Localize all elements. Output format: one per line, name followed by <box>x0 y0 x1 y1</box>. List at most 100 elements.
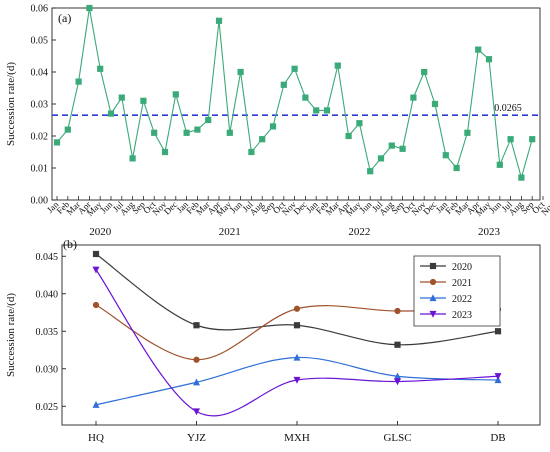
panel-a-data-point <box>64 126 71 133</box>
legend-swatch-marker <box>429 262 437 270</box>
panel-b-data-point <box>193 356 200 363</box>
panel-a-year-label: 2021 <box>219 226 241 238</box>
legend-label: 2023 <box>452 310 472 321</box>
panel-b-y-tick-label: 0.045 <box>36 252 59 263</box>
panel-a-data-point <box>237 68 244 76</box>
panel-a-data-point <box>194 126 201 133</box>
panel-a-data-point <box>151 129 158 136</box>
panel-a-y-tick-label: 0.03 <box>31 100 49 111</box>
legend-swatch-marker <box>429 294 437 302</box>
panel-b-y-tick-label: 0.025 <box>36 402 59 413</box>
panel-b-frame <box>61 244 541 426</box>
panel-a-series <box>53 4 536 181</box>
panel-a-data-point <box>161 148 169 156</box>
panel-b-data-point <box>293 322 301 329</box>
panel-a-data-point <box>313 107 320 114</box>
panel-b-x-tick-label: YJZ <box>187 432 206 444</box>
panel-a-y-tick-label: 0.04 <box>31 68 49 79</box>
panel-a-reference-label: 0.0265 <box>494 103 522 114</box>
panel-b-x-tick-label: HQ <box>88 432 104 444</box>
panel-a-data-point <box>259 136 266 143</box>
panel-a-data-point <box>269 123 277 130</box>
panel-a-data-point <box>75 78 82 85</box>
panel-b-x-tick-label: DB <box>490 432 505 444</box>
panel-a-data-point <box>410 94 417 101</box>
panel-a-data-point <box>248 148 255 156</box>
legend-label: 2022 <box>452 294 472 305</box>
panel-b-data-point <box>293 376 301 384</box>
panel-a-data-point <box>118 94 125 101</box>
panel-a-y-tick-label: 0.00 <box>31 196 49 207</box>
panel-b-y-tick-label: 0.035 <box>36 327 59 338</box>
panel-a-data-point <box>518 174 525 181</box>
panel-a-year-label: 2020 <box>89 226 112 238</box>
panel-a-label: (a) <box>58 11 71 25</box>
panel-b-data-point <box>92 401 100 408</box>
panel-b-data-point <box>394 341 401 348</box>
panel-b-x-tick-label: MXH <box>284 432 310 444</box>
panel-b-data-point <box>494 373 502 380</box>
panel-a-data-point <box>302 94 309 101</box>
panel-b-data-point <box>92 301 100 309</box>
panel-b-x-tick-label: GLSC <box>383 432 411 444</box>
panel-a-year-labels: 2020 2021 2022 2023 <box>89 226 500 238</box>
legend-swatch-marker <box>429 310 437 318</box>
panel-a-data-point <box>129 155 136 162</box>
panel-a-data-point <box>334 62 341 69</box>
panel-a-year-label: 2022 <box>348 226 370 238</box>
panel-a-data-point <box>377 155 385 162</box>
panel-b-data-point <box>394 307 401 315</box>
panel-a-data-point <box>453 164 460 172</box>
panel-a-y-tick-label: 0.05 <box>31 36 49 47</box>
legend-label: 2021 <box>452 278 472 289</box>
panel-a-data-point <box>140 97 147 104</box>
panel-b-label: (b) <box>63 237 77 251</box>
panel-b-x-ticks: HQ YJZ MXH GLSC DB <box>88 421 506 444</box>
panel-a-data-point <box>367 168 374 175</box>
panel-b-y-tick-label: 0.030 <box>36 364 59 375</box>
panel-b-data-point <box>293 305 301 312</box>
panel-a-data-point <box>323 107 331 114</box>
panel-a-frame <box>51 7 541 201</box>
panel-a-data-point <box>280 81 287 88</box>
panel-b-data-point <box>394 372 401 380</box>
panel-a-data-point <box>399 145 406 152</box>
panel-a-data-point <box>356 120 363 127</box>
panel-b: (b) Succession rate/(d) 0.025 0.030 0.035 0… <box>5 237 541 444</box>
panel-a-data-point <box>97 65 104 72</box>
panel-a-data-point <box>529 136 536 143</box>
panel-b-data-point <box>193 322 200 329</box>
panel-a-data-point <box>388 142 395 149</box>
panel-a-year-label: 2023 <box>478 226 501 238</box>
panel-b-data-point <box>92 266 100 274</box>
panel-a-y-ticks: 0.00 0.01 0.02 0.03 0.04 0.05 0.06 <box>31 4 56 207</box>
panel-b-y-axis-label: Succession rate/(d) <box>5 293 17 377</box>
panel-a-data-point <box>86 4 93 12</box>
panel-a-data-point <box>53 139 61 146</box>
panel-b-data-point <box>293 353 301 361</box>
panel-b-data-point <box>193 408 200 416</box>
panel-a-x-tick-label: Nov <box>539 199 550 217</box>
panel-a-data-point <box>431 100 439 108</box>
panel-b-data-point <box>494 328 502 335</box>
panel-a-data-point <box>496 161 503 168</box>
panel-a-y-axis-label: Succession rate/(d) <box>5 62 17 146</box>
panel-a-data-point <box>226 129 233 136</box>
panel-a-x-ticks: JanFebMarAprMayJunJulAugSepOctNovDecJanF… <box>45 196 550 218</box>
panel-a-data-point <box>345 132 352 140</box>
panel-a: (a) Succession rate/(d) 0.00 0.01 0.02 0.03… <box>5 4 550 239</box>
panel-a-y-tick-label: 0.02 <box>31 132 49 143</box>
panel-a-data-point <box>291 65 298 72</box>
panel-b-y-ticks: 0.025 0.030 0.035 0.040 0.045 <box>36 252 66 413</box>
panel-a-data-point <box>421 68 428 76</box>
panel-a-data-point <box>485 56 493 63</box>
panel-b-data-point <box>193 378 200 386</box>
panel-a-data-point <box>464 129 471 136</box>
panel-a-data-point <box>475 46 482 53</box>
panel-a-data-point <box>205 116 212 124</box>
panel-a-y-tick-label: 0.01 <box>31 164 49 175</box>
panel-a-series-line <box>56 7 533 180</box>
panel-b-series-line <box>95 269 499 417</box>
panel-b-legend: 2020 2021 2022 2023 <box>413 255 501 327</box>
